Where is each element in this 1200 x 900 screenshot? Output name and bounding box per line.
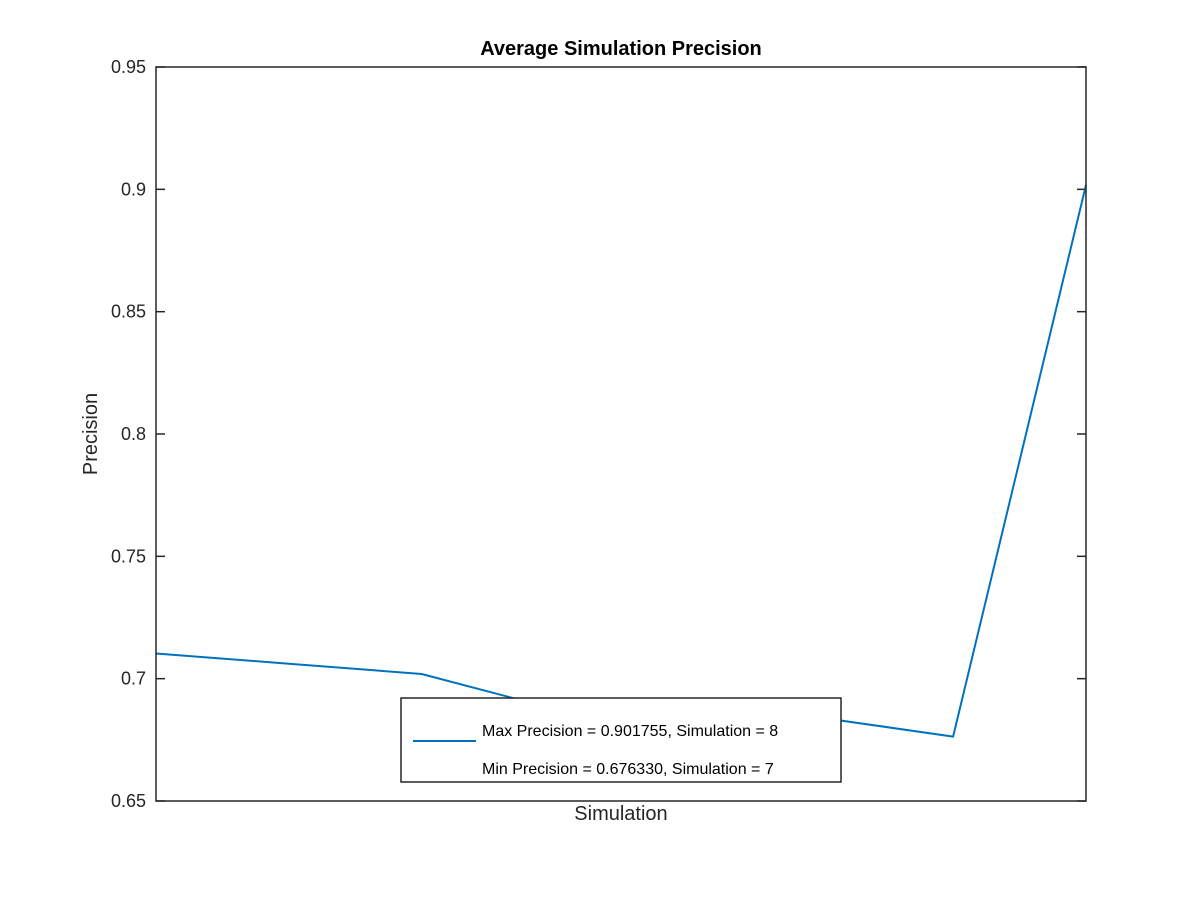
plot-area: [156, 67, 1086, 801]
legend-entry-2: Min Precision = 0.676330, Simulation = 7: [482, 761, 774, 778]
y-tick-label: 0.8: [121, 424, 146, 444]
y-tick-label: 0.65: [111, 791, 146, 811]
y-tick-label: 0.7: [121, 669, 146, 689]
chart-title: Average Simulation Precision: [480, 38, 762, 60]
x-axis-label: Simulation: [574, 803, 667, 825]
legend: Max Precision = 0.901755, Simulation = 8…: [400, 697, 842, 783]
y-tick-label: 0.95: [111, 57, 146, 77]
y-tick-label: 0.85: [111, 302, 146, 322]
y-axis-ticks: 0.65 0.7 0.75 0.8 0.85 0.9 0.95: [111, 57, 1086, 811]
y-tick-label: 0.75: [111, 546, 146, 566]
legend-entry-1: Max Precision = 0.901755, Simulation = 8: [482, 723, 778, 740]
y-tick-label: 0.9: [121, 179, 146, 199]
axes-background: [156, 67, 1086, 801]
axes-box: [155, 66, 1087, 802]
y-axis-label: Precision: [80, 393, 102, 475]
